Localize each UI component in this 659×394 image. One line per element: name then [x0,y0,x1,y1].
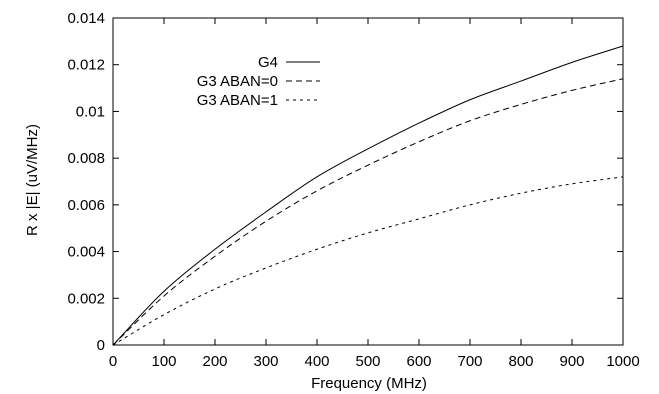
y-tick-label: 0.012 [67,57,105,74]
x-tick-label: 600 [406,353,431,370]
y-tick-label: 0.002 [67,290,105,307]
series-line-2 [112,78,624,346]
x-axis-title: Frequency (MHz) [311,375,427,392]
legend-label: G3 ABAN=0 [197,73,278,90]
y-tick-label: 0 [97,337,105,354]
legend-label: G3 ABAN=1 [197,92,278,109]
x-tick-label: 500 [355,353,380,370]
x-tick-label: 1000 [606,353,639,370]
legend-label: G4 [258,54,278,71]
x-tick-label: 300 [253,353,278,370]
x-tick-label: 800 [508,353,533,370]
y-axis-title: R x |E| (uV/MHz) [24,124,41,236]
x-tick-label: 0 [109,353,117,370]
x-tick-label: 700 [457,353,482,370]
y-tick-label: 0.004 [67,244,105,261]
y-tick-label: 0.014 [67,10,105,27]
y-tick-label: 0.01 [76,103,105,120]
y-tick-label: 0.008 [67,150,105,167]
series-line-3 [112,176,624,346]
series-lines [112,45,624,346]
plot-frame [112,17,624,346]
x-tick-label: 900 [559,353,584,370]
y-tick-label: 0.006 [67,197,105,214]
x-tick-label: 200 [202,353,227,370]
axes: 0 100 200 300 400 500 600 700 800 900 1000 0 0.002 0.… [67,10,639,370]
x-tick-label: 100 [151,353,176,370]
x-tick-label: 400 [304,353,329,370]
legend: G4 G3 ABAN=0 G3 ABAN=1 [197,54,320,109]
series-line-1 [112,45,624,346]
